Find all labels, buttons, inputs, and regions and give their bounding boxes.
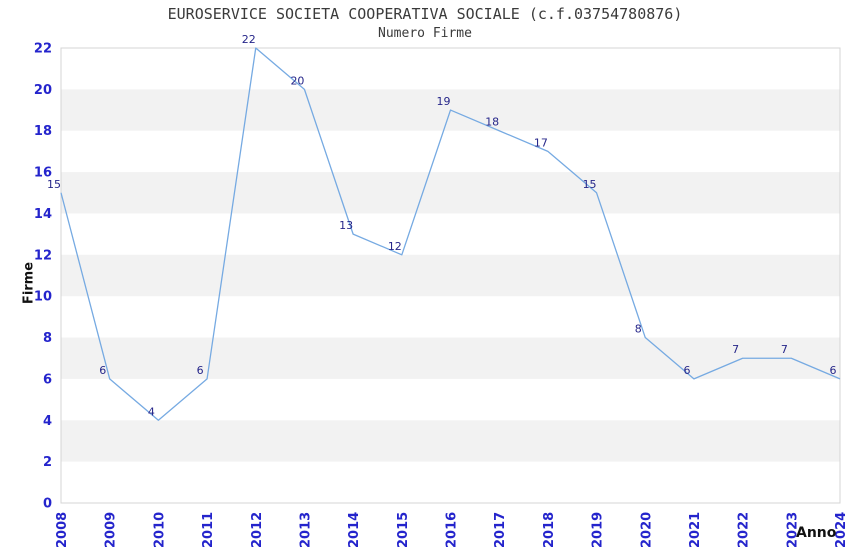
y-tick-label: 16 <box>34 166 52 181</box>
x-tick-label: 2008 <box>55 512 70 548</box>
y-tick-label: 20 <box>34 83 52 98</box>
series-line <box>60 47 841 421</box>
data-point-label: 4 <box>148 405 155 418</box>
y-tick-label: 0 <box>43 497 52 512</box>
data-point-label: 19 <box>437 95 451 108</box>
data-point-label: 15 <box>583 178 597 191</box>
data-point-label: 17 <box>534 136 548 149</box>
data-point-label: 8 <box>635 323 642 336</box>
x-axis-label: Anno <box>796 525 837 541</box>
x-tick-label: 2019 <box>591 512 606 548</box>
x-tick-label: 2021 <box>688 512 703 548</box>
y-tick-label: 8 <box>43 331 52 346</box>
data-point-label: 6 <box>197 364 204 377</box>
y-tick-label: 10 <box>34 290 52 305</box>
data-point-label: 20 <box>290 74 304 87</box>
data-point-label: 7 <box>732 343 739 356</box>
y-tick-label: 2 <box>43 455 52 470</box>
y-tick-label: 4 <box>43 414 52 429</box>
grid-band <box>61 337 840 379</box>
x-tick-label: 2018 <box>542 512 557 548</box>
data-point-label: 6 <box>830 364 837 377</box>
grid-band <box>61 254 840 297</box>
data-point-label: 15 <box>47 178 61 191</box>
y-tick-label: 14 <box>34 207 52 222</box>
x-tick-label: 2017 <box>493 512 508 548</box>
x-tick-label: 2024 <box>834 512 849 548</box>
x-tick-label: 2010 <box>152 512 167 548</box>
x-tick-label: 2011 <box>201 512 216 548</box>
x-tick-label: 2015 <box>396 512 411 548</box>
data-point-label: 13 <box>339 219 353 232</box>
y-tick-label: 6 <box>43 372 52 387</box>
chart-title: EUROSERVICE SOCIETA COOPERATIVA SOCIALE … <box>167 5 683 23</box>
x-tick-label: 2023 <box>785 512 800 548</box>
grid-band <box>61 172 840 214</box>
plot-border <box>60 47 841 504</box>
data-point-label: 22 <box>242 33 256 46</box>
grid-band <box>61 420 840 462</box>
x-tick-label: 2016 <box>445 512 460 548</box>
chart-subtitle: Numero Firme <box>378 26 472 41</box>
data-point-label: 6 <box>99 364 106 377</box>
data-point-label: 18 <box>485 116 499 129</box>
data-point-label: 7 <box>781 343 788 356</box>
data-point-label: 12 <box>388 240 402 253</box>
y-axis-label: Firme <box>21 261 37 305</box>
y-tick-label: 18 <box>34 124 52 139</box>
y-tick-label: 12 <box>34 248 52 263</box>
x-tick-label: 2022 <box>737 512 752 548</box>
x-tick-label: 2020 <box>639 512 654 548</box>
x-tick-label: 2012 <box>250 512 265 548</box>
data-point-label: 6 <box>683 364 690 377</box>
x-tick-label: 2009 <box>104 512 119 548</box>
y-tick-label: 22 <box>34 42 52 57</box>
x-tick-label: 2014 <box>347 512 362 548</box>
x-tick-label: 2013 <box>298 512 313 548</box>
